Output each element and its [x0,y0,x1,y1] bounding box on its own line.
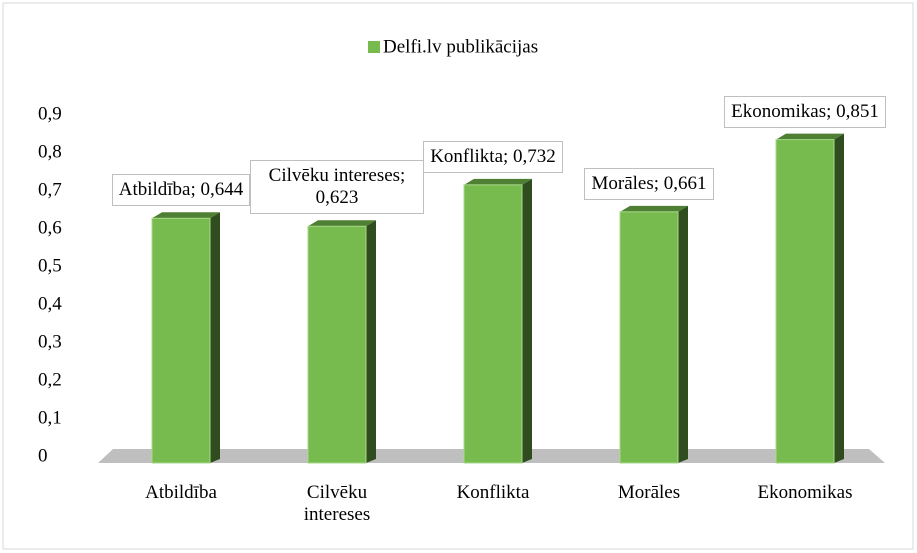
data-label: Ekonomikas; 0,851 [724,95,886,128]
bar-top [620,205,688,212]
y-tick-label: 0,9 [38,103,62,124]
y-tick-label: 0,5 [38,255,62,276]
y-tick-label: 0,7 [38,179,62,200]
x-tick-label: Cilvēku intereses [303,482,371,525]
y-tick-label: 0,1 [38,407,62,428]
y-tick-label: 0,6 [38,217,62,238]
bar [775,139,835,464]
data-label: Cilvēku intereses; 0,623 [250,160,424,215]
y-tick-label: 0,8 [38,141,62,162]
data-label: Atbildība; 0,644 [111,174,251,207]
data-label: Konflikta; 0,732 [423,140,563,173]
x-tick-label: Morāles [617,482,681,503]
legend-label: Delfi.lv publikācijas [383,36,538,57]
bar-side [834,133,844,463]
bar [463,184,523,464]
bar [619,211,679,464]
bar-side [522,178,532,463]
bar [151,217,211,464]
bar-top [152,212,220,219]
y-tick-label: 0,2 [38,369,62,390]
y-tick-label: 0,3 [38,331,62,352]
bar-top [308,220,376,227]
bar-top [776,133,844,140]
legend-swatch [368,41,380,53]
y-tick-label: 0 [38,445,48,466]
bar-side [366,220,376,463]
bar-side [678,205,688,463]
data-label: Morāles; 0,661 [584,167,714,200]
bar-side [210,212,220,463]
x-tick-label: Ekonomikas [757,482,853,503]
x-tick-label: Atbildība [145,482,217,503]
bar-top [464,178,532,185]
bar [307,225,367,464]
x-tick-label: Konflikta [456,482,530,503]
y-tick-label: 0,4 [38,293,62,314]
